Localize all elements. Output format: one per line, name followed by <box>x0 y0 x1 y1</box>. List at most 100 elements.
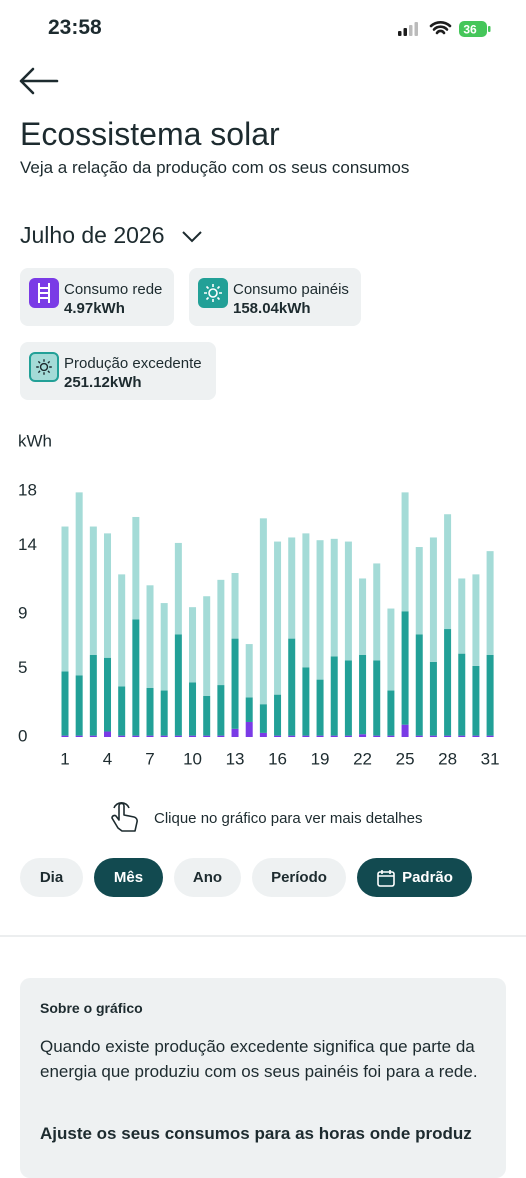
bar-segment <box>118 574 126 687</box>
bar-segment <box>217 685 225 736</box>
back-button[interactable] <box>18 66 62 96</box>
bar-segment <box>203 596 211 696</box>
bar-segment <box>160 735 168 737</box>
y-tick-label: 14 <box>18 535 37 554</box>
legend-total: 4.97kWh <box>64 300 125 317</box>
bar-segment <box>344 660 352 736</box>
legend-card: Consumo rede 4.97kWh <box>20 268 174 326</box>
bar-segment <box>104 657 112 732</box>
bar-segment <box>302 735 310 737</box>
tab-label: Padrão <box>402 869 453 886</box>
bar-segment <box>359 655 367 735</box>
bar-segment <box>146 735 154 737</box>
x-tick-label: 4 <box>103 749 112 768</box>
bar-segment <box>415 735 423 737</box>
bar-segment <box>316 679 324 736</box>
bar-segment <box>458 735 466 737</box>
bar-segment <box>373 735 381 737</box>
bar-segment <box>359 578 367 655</box>
tab-button[interactable]: Ano <box>174 858 241 897</box>
period-label: Julho de 2026 <box>20 222 165 248</box>
bar-segment <box>288 537 296 639</box>
bar-segment <box>302 533 310 668</box>
legend-card: Consumo painéis 158.04kWh <box>189 268 361 326</box>
tab-button[interactable]: Dia <box>20 858 83 897</box>
bar-segment <box>132 516 140 620</box>
tab-button[interactable]: Mês <box>94 858 163 897</box>
bar-segment <box>203 696 211 736</box>
tab-label: Ano <box>192 869 223 886</box>
bar-segment <box>274 735 282 737</box>
x-tick-label: 25 <box>396 749 415 768</box>
bar-segment <box>401 611 409 725</box>
bar-segment <box>472 665 480 736</box>
bar-segment <box>61 735 69 737</box>
sun-icon <box>198 278 228 308</box>
info-body: Quando existe produção excedente signifi… <box>40 1037 478 1081</box>
bar-segment <box>444 629 452 736</box>
bar-segment <box>429 661 437 736</box>
tab-label: Período <box>271 869 327 886</box>
legend-name: Produção excedente <box>64 355 202 372</box>
info-title: Sobre o gráfico <box>40 1000 143 1016</box>
x-tick-label: 19 <box>311 749 330 768</box>
bar-segment <box>160 603 168 691</box>
period-selector[interactable]: Julho de 2026 <box>20 222 203 249</box>
bar-segment <box>132 619 140 736</box>
bar-segment <box>89 526 97 655</box>
bar-segment <box>75 492 83 676</box>
status-icons: 36 <box>398 21 491 37</box>
bar-segment <box>174 634 182 736</box>
bar-segment <box>259 704 267 733</box>
bar-segment <box>316 735 324 737</box>
tab-label: Dia <box>39 869 64 886</box>
bar-segment <box>387 735 395 737</box>
bar-segment <box>444 514 452 630</box>
bar-segment <box>118 735 126 737</box>
bar-segment <box>75 675 83 736</box>
bar-segment <box>344 541 352 661</box>
info-emphasis: Ajuste os seus consumos para as horas on… <box>40 1124 472 1143</box>
bar-segment <box>444 735 452 737</box>
bar-segment <box>486 551 494 655</box>
bar-segment <box>302 667 310 736</box>
bar-segment <box>75 735 83 737</box>
legend-card: Produção excedente 251.12kWh <box>20 342 216 400</box>
bar-segment <box>118 686 126 736</box>
divider <box>0 935 526 937</box>
x-tick-label: 13 <box>226 749 245 768</box>
tab-label: Mês <box>113 869 144 886</box>
x-tick-label: 16 <box>268 749 287 768</box>
bar-segment <box>104 533 112 658</box>
x-tick-label: 1 <box>60 749 69 768</box>
bar-segment <box>373 660 381 736</box>
bar-segment <box>330 538 338 657</box>
calendar-icon <box>377 869 395 887</box>
bar-segment <box>146 687 154 736</box>
bar-segment <box>387 690 395 736</box>
tab-button[interactable]: Período <box>252 858 346 897</box>
bar-segment <box>415 634 423 736</box>
bar-segment <box>132 735 140 737</box>
bar-segment <box>217 579 225 686</box>
bar-segment <box>245 644 253 698</box>
bar-segment <box>274 541 282 695</box>
info-box: Sobre o gráfico Quando existe produção e… <box>20 978 506 1178</box>
bar-segment <box>217 735 225 737</box>
legend-name: Consumo rede <box>64 281 163 298</box>
bar-segment <box>89 735 97 737</box>
tap-icon <box>111 802 138 832</box>
y-tick-label: 0 <box>18 726 27 745</box>
y-tick-label: 18 <box>18 480 37 499</box>
bar-segment <box>429 735 437 737</box>
bar-segment <box>231 728 239 737</box>
screen: 23:58 36 Ecossistema solar Veja a relaçã… <box>0 16 526 1178</box>
bar-segment <box>344 735 352 737</box>
y-tick-label: 5 <box>18 658 27 677</box>
bar-segment <box>458 653 466 736</box>
tab-button[interactable]: Padrão <box>357 858 472 897</box>
x-tick-label: 10 <box>183 749 202 768</box>
x-tick-label: 22 <box>353 749 372 768</box>
x-tick-label: 7 <box>145 749 154 768</box>
